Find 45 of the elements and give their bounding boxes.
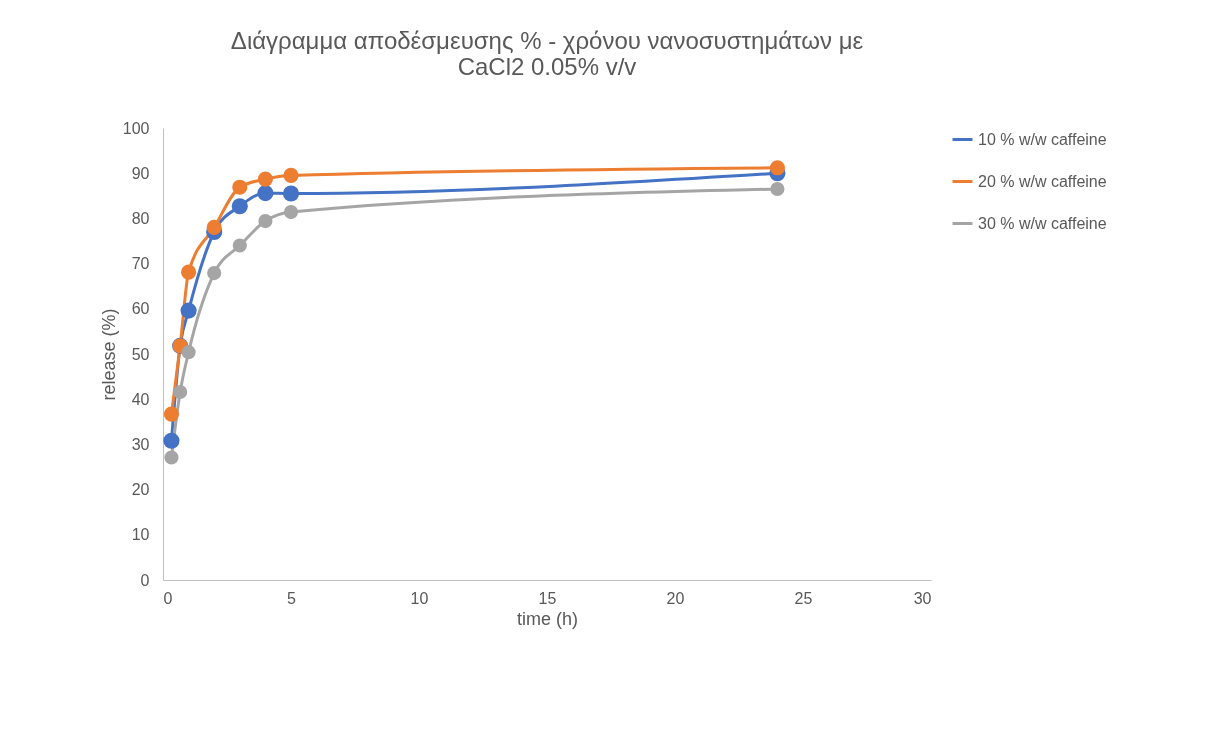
x-tick-label: 25 [794, 589, 813, 607]
x-tick-label: 15 [538, 589, 557, 607]
point [207, 266, 222, 281]
y-tick-label: 60 [131, 300, 150, 318]
point [283, 167, 299, 184]
y-tick-label: 90 [131, 164, 150, 182]
text: Διάγραμμα αποδέσμευσης % - χρόνου νανοσυστημάτων με [230, 27, 864, 54]
y-tick-label: 0 [140, 571, 150, 589]
y-tick-label: 50 [131, 345, 150, 363]
point [163, 406, 180, 422]
y-axis-title: release (%) [98, 308, 119, 401]
point [283, 205, 299, 220]
y-tick-label: 100 [122, 119, 150, 137]
point [770, 181, 785, 197]
y-tick-label: 10 [131, 526, 150, 544]
point [769, 160, 785, 176]
point [206, 219, 222, 236]
y-tick-label: 20 [131, 481, 150, 499]
x-tick-label: 10 [410, 589, 429, 607]
point [180, 302, 197, 319]
point [232, 179, 248, 195]
point [181, 264, 197, 280]
y-tick-label: 40 [131, 390, 150, 408]
x-tick-label: 30 [913, 589, 932, 607]
point [258, 214, 273, 229]
point [257, 185, 274, 202]
legend-label: 20 % w/w caffeine [978, 172, 1107, 190]
y-tick-label: 70 [131, 255, 150, 273]
point [232, 238, 247, 253]
x-tick-label: 0 [163, 589, 173, 607]
point [282, 185, 300, 202]
point [181, 345, 196, 360]
legend-label: 30 % w/w caffeine [978, 214, 1107, 232]
point [164, 450, 179, 465]
point [163, 432, 180, 449]
x-tick-label: 5 [287, 589, 297, 607]
point [231, 198, 248, 215]
y-tick-label: 80 [131, 209, 150, 227]
x-tick-label: 20 [666, 589, 685, 607]
text: CaCl2 0.05% v/v [457, 53, 637, 80]
x-axis-title: time (h) [516, 608, 579, 629]
y-tick-label: 30 [131, 435, 150, 453]
point [173, 384, 188, 400]
point [257, 171, 273, 187]
legend-label: 10 % w/w caffeine [978, 130, 1107, 148]
